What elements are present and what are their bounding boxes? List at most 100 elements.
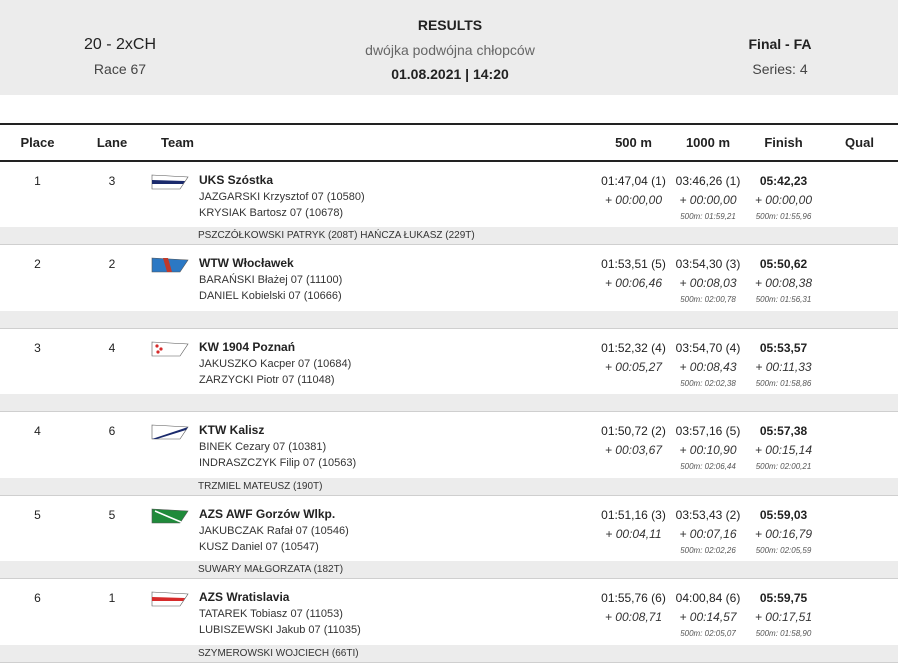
pace-1000m: 500m: 02:02,26 [680, 545, 736, 555]
club-name: AZS Wratislavia [199, 590, 290, 604]
pace-finish: 500m: 01:55,96 [755, 212, 812, 221]
crew-member: KRYSIAK Bartosz 07 (10678) [199, 207, 344, 219]
pace-finish: 500m: 01:56,31 [755, 295, 812, 304]
crew-member: ZARZYCKI Piotr 07 (11048) [199, 373, 335, 386]
diff-500m: + 00:03,67 [604, 443, 663, 457]
split-500m-cell: 01:52,32 (4) + 00:05,27 [597, 328, 670, 394]
diff-500m: + 00:00,00 [604, 193, 663, 207]
time-500m: 01:55,76 (6) [601, 591, 666, 605]
time-1000m: 03:53,43 (2) [675, 507, 741, 522]
club-flag-icon [149, 161, 199, 227]
time-1000m: 03:46,26 (1) [675, 174, 741, 188]
time-1000m: 03:57,16 (5) [675, 424, 741, 438]
pace-1000m: 500m: 01:59,21 [680, 212, 736, 221]
finish-cell: 05:42,23 + 00:00,00 500m: 01:55,96 [746, 161, 821, 227]
club-flag-icon [149, 328, 199, 394]
finish-time: 05:59,75 [759, 591, 808, 605]
pace-1000m: 500m: 02:02,38 [680, 378, 736, 388]
qual-value [821, 328, 898, 394]
diff-finish: + 00:16,79 [754, 526, 813, 541]
lane-value: 1 [108, 591, 116, 605]
qual-value [821, 245, 898, 311]
club-flag-icon [149, 412, 199, 478]
cox-row: SUWARY MAŁGORZATA (182T) [0, 561, 898, 579]
finish-cell: 05:50,62 + 00:08,38 500m: 01:56,31 [746, 245, 821, 311]
team-cell: KW 1904 Poznań JAKUSZKO Kacper 07 (10684… [199, 328, 597, 394]
crew-member: JAKUBCZAK Rafał 07 (10546) [199, 524, 349, 537]
time-500m: 01:52,32 (4) [601, 340, 666, 355]
diff-500m: + 00:06,46 [604, 276, 663, 290]
diff-1000m: + 00:08,03 [679, 276, 737, 290]
lane-value: 5 [108, 507, 116, 522]
race-phase: Final - FA [748, 36, 812, 52]
finish-cell: 05:59,75 + 00:17,51 500m: 01:58,90 [746, 579, 821, 645]
finish-cell: 05:57,38 + 00:15,14 500m: 02:00,21 [746, 412, 821, 478]
cox-names: SZYMEROWSKI WOJCIECH (66TI) [0, 644, 898, 663]
col-qual: Qual [821, 123, 898, 162]
pace-finish: 500m: 02:00,21 [755, 462, 812, 471]
split-500m-cell: 01:53,51 (5) + 00:06,46 [597, 245, 670, 311]
result-row: 2 2 WTW Włocławek BARAŃSKI Błażej 07 (11… [0, 245, 898, 311]
split-1000m-cell: 03:54,70 (4) + 00:08,43 500m: 02:02,38 [670, 328, 746, 394]
qual-value [821, 579, 898, 645]
pace-1000m: 500m: 02:05,07 [680, 629, 736, 638]
time-1000m: 03:54,70 (4) [675, 340, 741, 355]
diff-1000m: + 00:00,00 [679, 193, 737, 207]
results-title: RESULTS [417, 17, 483, 33]
cox-row: PSZCZÓŁKOWSKI PATRYK (208T) HAŃCZA ŁUKAS… [0, 227, 898, 245]
time-500m: 01:53,51 (5) [601, 257, 666, 271]
cox-row: SZYMEROWSKI WOJCIECH (66TI) [0, 644, 898, 663]
race-series: Series: 4 [752, 61, 808, 77]
event-code: 20 - 2xCH [83, 36, 157, 53]
race-datetime: 01.08.2021 | 14:20 [391, 66, 509, 82]
col-lane: Lane [75, 123, 149, 162]
split-500m-cell: 01:47,04 (1) + 00:00,00 [597, 161, 670, 227]
diff-finish: + 00:15,14 [754, 443, 813, 457]
club-flag-icon [149, 495, 199, 561]
place-value: 2 [34, 257, 41, 271]
cox-names: PSZCZÓŁKOWSKI PATRYK (208T) HAŃCZA ŁUKAS… [0, 227, 898, 245]
crew-member: JAKUSZKO Kacper 07 (10684) [199, 357, 352, 370]
qual-value [821, 495, 898, 561]
split-1000m-cell: 04:00,84 (6) + 00:14,57 500m: 02:05,07 [670, 579, 746, 645]
diff-500m: + 00:05,27 [604, 359, 663, 374]
diff-1000m: + 00:08,43 [679, 359, 737, 374]
split-1000m-cell: 03:57,16 (5) + 00:10,90 500m: 02:06,44 [670, 412, 746, 478]
team-cell: KTW Kalisz BINEK Cezary 07 (10381) INDRA… [199, 412, 597, 478]
place-value: 4 [34, 424, 41, 438]
cox-names: SUWARY MAŁGORZATA (182T) [0, 561, 898, 579]
crew-member: BARAŃSKI Błażej 07 (11100) [199, 274, 343, 286]
finish-time: 05:50,62 [759, 257, 808, 271]
pace-1000m: 500m: 02:00,78 [680, 295, 736, 304]
club-flag-icon [149, 245, 199, 311]
crew-member: DANIEL Kobielski 07 (10666) [199, 290, 342, 302]
col-finish: Finish [746, 123, 821, 162]
col-1000m: 1000 m [670, 123, 746, 162]
club-name: UKS Szóstka [199, 173, 274, 187]
finish-cell: 05:53,57 + 00:11,33 500m: 01:58,86 [746, 328, 821, 394]
col-500m: 500 m [597, 123, 670, 162]
result-row: 4 6 KTW Kalisz BINEK Cezary 07 (10381) I… [0, 412, 898, 478]
diff-finish: + 00:17,51 [754, 610, 813, 624]
race-header: 20 - 2xCH Race 67 RESULTS dwójka podwójn… [0, 0, 898, 95]
diff-1000m: + 00:07,16 [679, 526, 737, 541]
place-value: 1 [34, 174, 41, 188]
diff-finish: + 00:11,33 [755, 359, 812, 374]
place-value: 6 [34, 591, 41, 605]
team-cell: WTW Włocławek BARAŃSKI Błażej 07 (11100)… [199, 245, 597, 311]
team-cell: AZS Wratislavia TATAREK Tobiasz 07 (1105… [199, 579, 597, 645]
time-500m: 01:47,04 (1) [601, 174, 666, 188]
finish-time: 05:42,23 [759, 174, 808, 188]
diff-500m: + 00:08,71 [604, 610, 663, 624]
qual-value [821, 161, 898, 227]
crew-member: INDRASZCZYK Filip 07 (10563) [199, 457, 357, 469]
lane-value: 3 [108, 174, 116, 188]
lane-value: 6 [108, 424, 116, 438]
club-name: AZS AWF Gorzów Wlkp. [199, 506, 336, 521]
lane-value: 2 [108, 257, 116, 271]
crew-member: JAZGARSKI Krzysztof 07 (10580) [199, 191, 365, 203]
cox-names [0, 394, 898, 412]
split-500m-cell: 01:50,72 (2) + 00:03,67 [597, 412, 670, 478]
time-500m: 01:50,72 (2) [601, 424, 666, 438]
col-place: Place [0, 123, 75, 162]
